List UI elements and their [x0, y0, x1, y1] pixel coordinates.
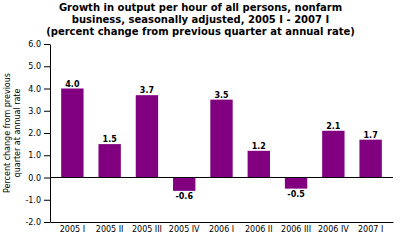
bar: [98, 144, 120, 177]
y-tick-mark: [44, 133, 50, 134]
bar: [359, 140, 381, 178]
y-tick: -2.0: [25, 218, 50, 227]
y-tick-mark: [44, 155, 50, 156]
y-axis-title-line: quarter at annual rate: [13, 89, 22, 178]
x-tick: 2005 III: [132, 225, 162, 234]
x-tick-label: 2006 IV: [318, 225, 349, 234]
x-tick: 2006 III: [281, 225, 311, 234]
x-tick-label: 2007 I: [358, 225, 383, 234]
y-tick-mark: [44, 178, 50, 179]
y-tick-mark: [44, 89, 50, 90]
y-tick-label: 6.0: [28, 40, 41, 49]
y-tick: 6.0: [28, 40, 50, 49]
data-label: 2.1: [326, 122, 341, 131]
y-tick-mark: [44, 222, 50, 223]
y-axis: -2.0 -1.0 0.0 1.0 2.0 3.0 4.0 5.0 6.0: [25, 40, 50, 227]
x-tick: 2006 II: [245, 225, 273, 234]
y-tick: 5.0: [28, 62, 50, 71]
y-tick-label: 5.0: [28, 62, 41, 71]
y-tick-label: -2.0: [25, 218, 41, 227]
x-tick-label: 2005 III: [132, 225, 162, 234]
x-tick: 2006 I: [209, 225, 234, 234]
x-tick-label: 2006 II: [245, 225, 273, 234]
data-label: 1.2: [252, 142, 266, 151]
x-tick-label: 2005 II: [96, 225, 124, 234]
data-labels: 4.0 1.5 3.7 -0.6 3.5 1.2 -0.5 2.1 1.7: [65, 80, 377, 201]
x-tick: 2005 IV: [169, 225, 200, 234]
bar: [248, 151, 270, 178]
x-tick: 2005 II: [96, 225, 124, 234]
plot: -2.0-1.00.01.02.03.04.05.06.02005 I2005 …: [25, 40, 393, 234]
x-axis: 2005 I 2005 II 2005 III 2005 IV 2006 I 2006 I…: [51, 223, 394, 234]
y-axis-line: [50, 45, 51, 223]
title: Growth in output per hour of all persons…: [46, 2, 355, 37]
bar: [173, 178, 195, 191]
bar: [136, 95, 158, 177]
y-tick-label: 4.0: [28, 85, 41, 94]
y-tick: 0.0: [28, 174, 50, 183]
y-axis-title-line: Percent change from previous: [3, 73, 12, 193]
x-tick-label: 2006 I: [209, 225, 234, 234]
y-tick-label: -1.0: [25, 196, 41, 205]
data-label: -0.6: [175, 192, 193, 201]
title-line: business, seasonally adjusted, 2005 I - …: [72, 14, 329, 25]
y-tick: 1.0: [28, 151, 50, 160]
zero-line: [50, 177, 393, 178]
x-tick-label: 2005 I: [60, 225, 85, 234]
y-tick: 3.0: [28, 107, 50, 116]
x-tick-label: 2006 III: [281, 225, 311, 234]
data-label: 1.5: [103, 135, 118, 144]
data-label: -0.5: [287, 190, 305, 199]
data-label: 1.7: [364, 131, 378, 140]
data-label: 4.0: [65, 80, 80, 89]
bars: [61, 89, 382, 191]
y-axis-title: Percent change from previousquarter at a…: [3, 73, 22, 193]
title-line: Growth in output per hour of all persons…: [59, 2, 342, 13]
data-label: 3.7: [140, 86, 154, 95]
y-tick: 2.0: [28, 129, 50, 138]
y-tick-mark: [44, 200, 50, 201]
bar: [61, 89, 83, 178]
x-tick: 2007 I: [358, 225, 383, 234]
bar: [322, 131, 344, 178]
y-tick-label: 2.0: [28, 129, 41, 138]
x-tick: 2006 IV: [318, 225, 349, 234]
bar: [285, 178, 307, 189]
x-tick-label: 2005 IV: [169, 225, 200, 234]
y-tick: -1.0: [25, 196, 50, 205]
y-tick-label: 1.0: [28, 151, 41, 160]
chart: Growth in output per hour of all persons…: [0, 0, 401, 238]
title-line: (percent change from previous quarter at…: [46, 26, 355, 37]
x-axis-line: [51, 222, 394, 223]
x-tick: 2005 I: [60, 225, 85, 234]
y-tick-mark: [44, 66, 50, 67]
y-tick-mark: [44, 111, 50, 112]
y-tick: 4.0: [28, 85, 50, 94]
y-tick-mark: [44, 44, 50, 45]
data-label: 3.5: [214, 91, 229, 100]
y-tick-label: 0.0: [28, 174, 41, 183]
y-tick-label: 3.0: [28, 107, 41, 116]
bar: [210, 100, 232, 178]
